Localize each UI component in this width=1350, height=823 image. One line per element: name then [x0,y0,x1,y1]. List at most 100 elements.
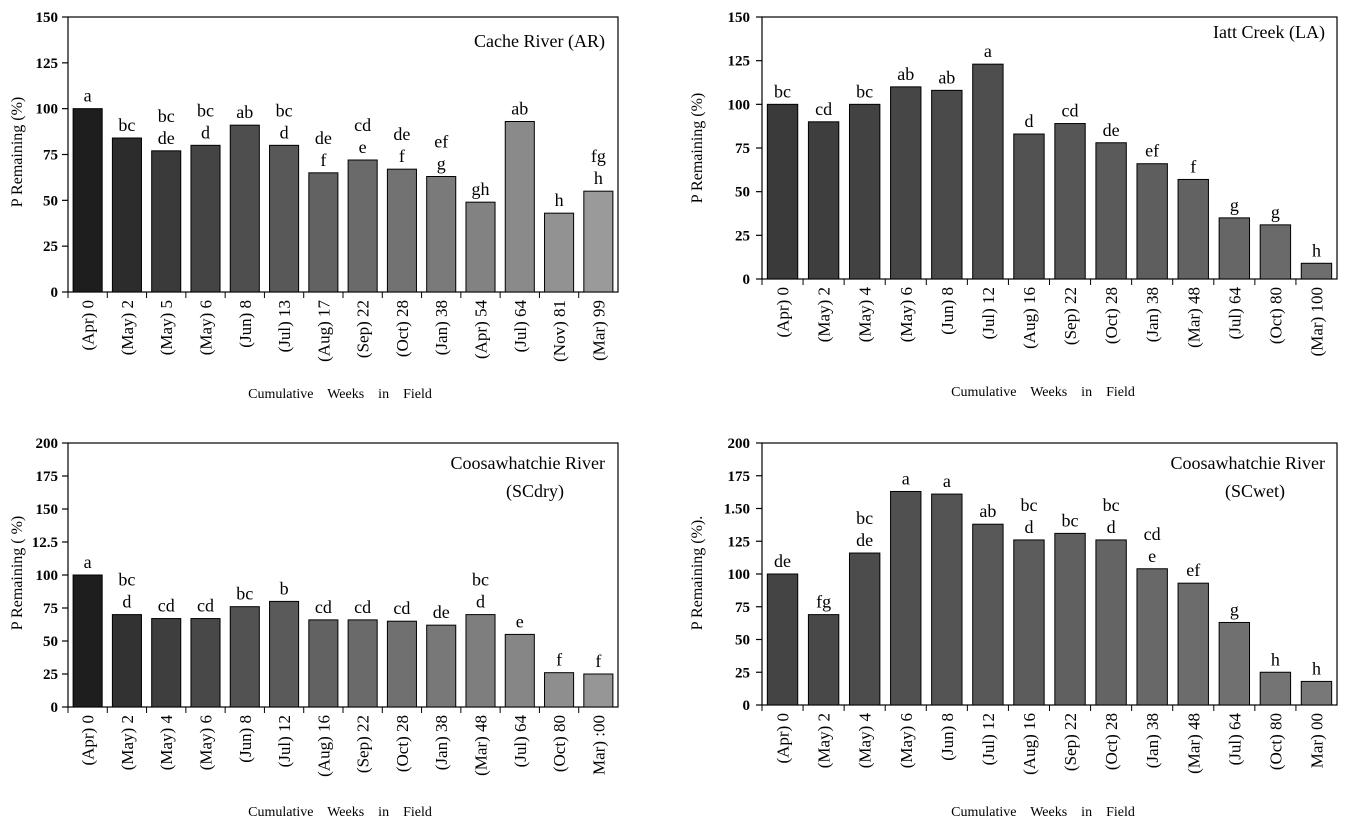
x-category-label: (Mar) 48 [1184,287,1203,348]
x-category-label: (Oct) 28 [1102,713,1121,770]
x-category-label: (Jun) 8 [236,300,255,348]
x-category-label: (Jun) 8 [938,287,957,335]
x-category-label: (Jul) 64 [1225,713,1244,766]
x-category-label: (Jan) 38 [432,715,451,770]
significance-letter: cd [815,99,832,119]
x-category-label: (May) 5 [157,300,176,355]
y-tick-label: 200 [728,436,751,452]
significance-letter: d [280,122,289,142]
significance-letter: h [594,168,603,188]
y-tick-label: 25 [43,239,58,255]
significance-letter: g [1230,599,1239,619]
x-category-label: (Apr) 54 [472,300,491,360]
bar [1300,680,1333,706]
significance-letter: g [1271,202,1280,222]
y-tick-label: 12.5 [32,535,58,551]
y-tick-label: 100 [36,102,59,118]
bar [190,144,221,293]
bar [766,103,799,280]
significance-letter: d [201,122,210,142]
y-tick-label: 0 [743,698,751,714]
y-tick-label: 50 [43,193,58,209]
significance-letter: bc [774,81,791,101]
significance-letter: f [556,650,562,670]
bar [72,108,103,293]
significance-letter: f [320,150,326,170]
significance-letter: de [158,128,175,148]
bar [1095,539,1127,706]
significance-letter: bc [1103,495,1120,515]
x-category-label: (Jul) 64 [511,300,530,353]
x-category-label: (May) 6 [197,715,216,770]
x-category-label: (Sep) 22 [354,715,373,773]
x-category-label: (Oct) 80 [1266,287,1285,344]
bar [269,600,300,708]
x-category-label: (Apr) 0 [79,300,98,351]
x-category-label: (May) 4 [856,713,875,769]
x-category-label: (Jul) 12 [979,287,998,339]
y-tick-label: 125 [36,56,59,72]
x-category-label: (Apr) 0 [79,715,98,766]
significance-letter: d [476,592,485,612]
bar [269,144,300,293]
x-category-label: (Aug) 16 [1020,713,1039,775]
x-category-label: (Jul) 64 [1225,287,1244,340]
chart-panel-3: 0 25 50 75 100 12.5 150 175 200 P Remaining ( %) C… [9,436,619,820]
significance-letter: bc [472,570,489,590]
chart-title: Cache River (AR) [474,31,605,52]
x-category-label: Mar) 00 [1307,713,1326,768]
significance-letter: e [516,611,524,631]
x-axis-label: Cumulative Weeks in Field [951,805,1135,820]
y-tick-label: 100 [36,568,59,584]
y-tick-label: 0 [51,700,59,716]
significance-letter: a [902,468,910,488]
x-category-label: (Aug) 16 [1020,287,1039,349]
significance-letter: de [774,551,791,571]
x-category-label: (Oct) 28 [1102,287,1121,344]
bar [426,624,457,708]
significance-letter: de [856,530,873,550]
bar [972,523,1004,706]
x-category-label: (Mar) 48 [472,715,491,776]
bar [1095,142,1127,280]
bar [308,619,339,708]
y-axis-label: P Remaining (%) [9,97,26,208]
bar [465,201,496,293]
y-tick-label: 100 [728,567,751,583]
y-tick-label: 175 [728,469,751,485]
bar [504,121,535,293]
significance-letter: a [984,41,992,61]
bar [766,573,799,706]
bar [1136,568,1168,706]
significance-letter: ab [897,64,914,84]
x-axis-label: Cumulative Weeks in Field [248,805,432,820]
bar [347,159,378,293]
bar [1259,224,1292,280]
bar [1013,539,1045,706]
significance-letter: a [84,552,92,572]
bar [1054,123,1086,280]
significance-letter: e [1148,546,1156,566]
bar [1300,262,1333,280]
bar [848,103,881,280]
significance-letter: bc [236,584,253,604]
significance-letter: ef [1186,560,1200,580]
significance-letter: h [1312,240,1321,260]
bar [151,150,182,293]
x-category-label: (Jul) 13 [275,300,294,352]
significance-letter: de [433,602,450,622]
y-tick-label: 50 [735,633,750,649]
bar [848,552,881,706]
y-tick-label: 1.50 [724,502,750,518]
significance-letter: gh [472,179,490,199]
bar [807,121,840,280]
bar [386,168,417,293]
bar [504,633,535,708]
y-tick-label: 25 [735,665,750,681]
significance-letter: fg [816,592,831,612]
x-category-label: (Jan) 38 [1143,287,1162,342]
y-tick-label: 75 [735,600,750,616]
y-tick-label: 175 [36,469,59,485]
significance-letter: cd [1144,524,1161,544]
y-tick-label: 25 [735,228,750,244]
